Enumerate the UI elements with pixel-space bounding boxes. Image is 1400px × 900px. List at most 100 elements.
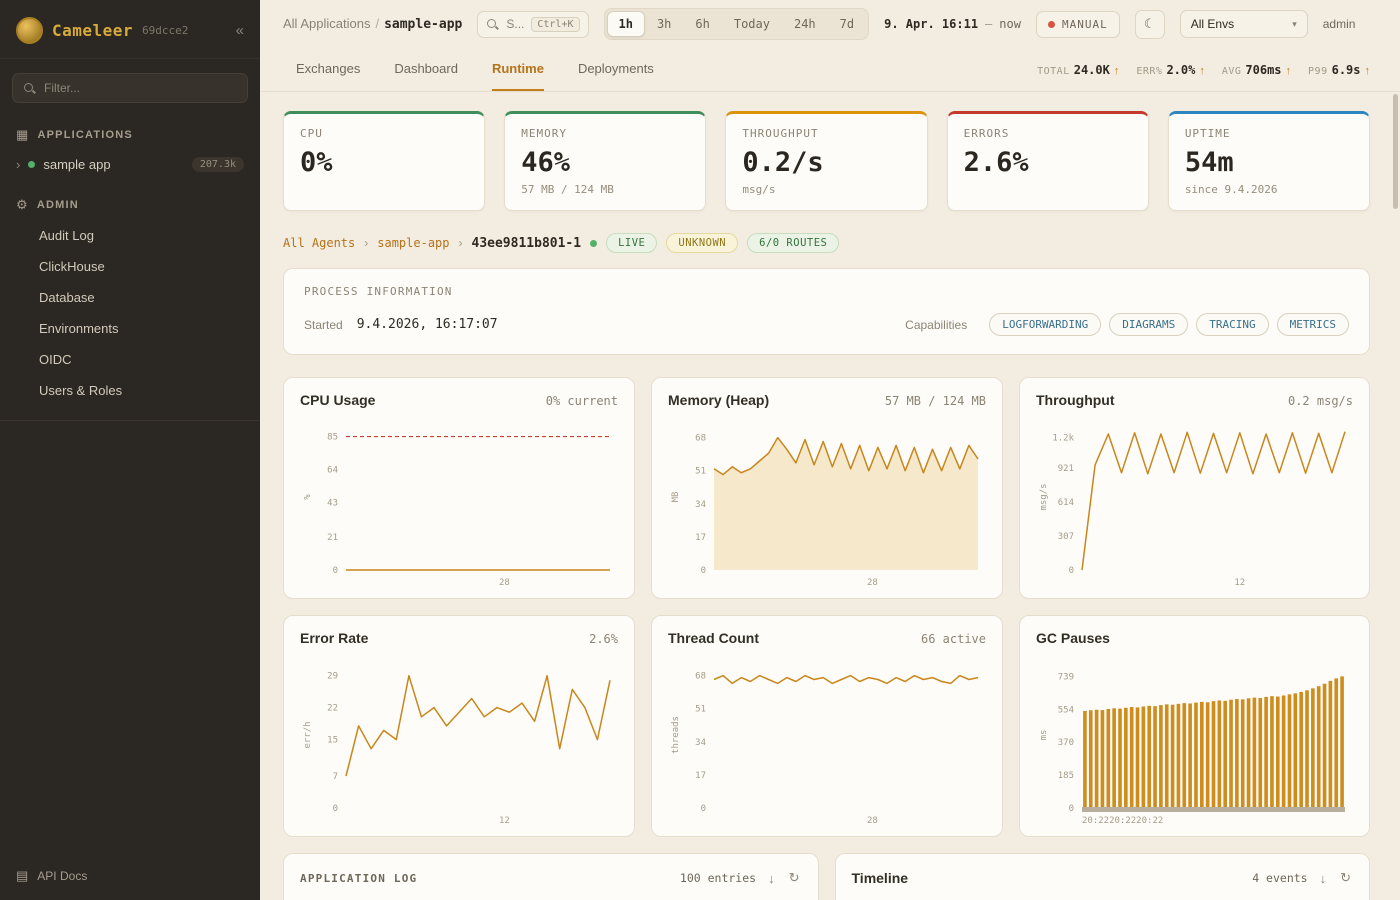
- svg-text:51: 51: [695, 467, 706, 477]
- svg-text:1.2k: 1.2k: [1052, 433, 1074, 443]
- time-range-1h[interactable]: 1h: [606, 11, 645, 37]
- sidebar-item-sample-app[interactable]: › sample app 207.3k: [0, 150, 260, 179]
- throughput-value: 0.2 msg/s: [1287, 394, 1353, 408]
- capabilities-label: Capabilities: [905, 317, 968, 332]
- stat-avg-label: AVG: [1221, 65, 1242, 77]
- unknown-badge: UNKNOWN: [666, 233, 739, 253]
- error-rate-title: Error Rate: [300, 630, 369, 646]
- svg-text:17: 17: [695, 533, 706, 543]
- stat-avg-value: 706ms: [1245, 62, 1282, 77]
- theme-toggle-button[interactable]: ☾: [1134, 9, 1165, 39]
- sidebar-item-database[interactable]: Database: [39, 290, 95, 305]
- memory-heap-title: Memory (Heap): [668, 392, 770, 408]
- log-download-button[interactable]: ↓: [766, 871, 777, 886]
- svg-text:614: 614: [1058, 498, 1074, 508]
- chevron-right-icon[interactable]: ›: [16, 157, 21, 172]
- stat-card-memory-label: MEMORY: [521, 127, 567, 140]
- stat-card-memory: MEMORY 46% 57 MB / 124 MB: [504, 111, 707, 211]
- svg-text:0: 0: [333, 566, 338, 576]
- scrollbar-thumb[interactable]: [1393, 94, 1398, 209]
- svg-text:21: 21: [327, 533, 338, 543]
- svg-text:68: 68: [695, 672, 706, 682]
- stat-errpct: ERR% 2.0% ↑: [1136, 63, 1205, 77]
- log-refresh-button[interactable]: ↻: [787, 870, 802, 886]
- stat-card-errors-sub: [964, 183, 1132, 196]
- sidebar-collapse-icon[interactable]: «: [235, 22, 244, 39]
- global-search[interactable]: S... Ctrl+K: [477, 10, 589, 38]
- env-select[interactable]: All Envs ▾: [1179, 10, 1308, 38]
- svg-text:15: 15: [327, 736, 338, 746]
- timeline-card: Timeline 4 events ↓ ↻: [834, 853, 1370, 900]
- date-range-display[interactable]: 9. Apr. 16:11 — now: [884, 17, 1021, 31]
- memory-heap-chart: 0 17 34 51 68 MB 28: [668, 414, 986, 590]
- sample-app-label: sample app: [43, 157, 111, 172]
- svg-text:MB: MB: [671, 492, 681, 503]
- stat-errpct-label: ERR%: [1136, 65, 1163, 77]
- stat-errpct-value: 2.0%: [1166, 62, 1196, 77]
- svg-text:185: 185: [1058, 771, 1074, 781]
- stat-p99: P99 6.9s ↑: [1308, 63, 1370, 77]
- application-log-card: APPLICATION LOG 100 entries ↓ ↻: [283, 853, 819, 900]
- agent-breadcrumb-all-agents[interactable]: All Agents: [283, 236, 356, 250]
- stat-avg: AVG 706ms ↑: [1222, 63, 1291, 77]
- main-area: All Applications / sample-app S... Ctrl+K …: [260, 0, 1400, 900]
- time-range-24h[interactable]: 24h: [793, 17, 816, 31]
- agent-id: 43ee9811b801-1: [471, 235, 582, 251]
- time-range-7d[interactable]: 7d: [839, 17, 855, 31]
- time-range-group: 1h 3h 6h Today 24h 7d: [603, 8, 870, 40]
- svg-text:554: 554: [1058, 705, 1074, 715]
- refresh-mode-button[interactable]: MANUAL: [1035, 10, 1120, 38]
- sample-app-count-badge: 207.3k: [191, 157, 244, 172]
- arrow-up-icon: ↑: [1364, 64, 1371, 77]
- chevron-right-icon: ›: [458, 236, 463, 250]
- tab-runtime[interactable]: Runtime: [491, 48, 544, 91]
- api-docs-label: API Docs: [37, 869, 88, 883]
- capability-badge-tracing: TRACING: [1196, 313, 1269, 336]
- stat-card-memory-value: 46%: [521, 147, 570, 178]
- agent-breadcrumb: All Agents › sample-app › 43ee9811b801-1…: [283, 233, 1370, 253]
- svg-text:0: 0: [1069, 804, 1074, 814]
- stat-p99-label: P99: [1308, 65, 1328, 77]
- arrow-up-icon: ↑: [1199, 64, 1205, 77]
- svg-text:29: 29: [327, 672, 338, 682]
- tab-dashboard[interactable]: Dashboard: [394, 61, 458, 76]
- user-menu[interactable]: admin: [1322, 17, 1356, 31]
- applications-header-label: APPLICATIONS: [37, 129, 133, 141]
- applications-icon: ▦: [16, 127, 30, 142]
- chart-card-thread-count: Thread Count 66 active 0 17 34 51 68 threads 2…: [651, 615, 1003, 837]
- download-icon: ↓: [1319, 870, 1327, 886]
- cpu-usage-title: CPU Usage: [300, 392, 376, 408]
- sidebar-item-oidc[interactable]: OIDC: [39, 352, 72, 367]
- search-icon: [486, 18, 499, 31]
- sidebar: Cameleer 69dcce2 « ▦ APPLICATIONS › samp…: [0, 0, 260, 900]
- stat-card-uptime: UPTIME 54m since 9.4.2026: [1167, 111, 1371, 211]
- timeline-refresh-button[interactable]: ↻: [1338, 870, 1353, 886]
- sidebar-filter[interactable]: [12, 73, 248, 103]
- tab-exchanges[interactable]: Exchanges: [296, 61, 361, 76]
- stat-total-label: TOTAL: [1037, 65, 1070, 77]
- sidebar-item-audit-log[interactable]: Audit Log: [39, 228, 94, 243]
- svg-text:51: 51: [695, 705, 706, 715]
- sidebar-item-api-docs[interactable]: ▤ API Docs: [0, 852, 260, 900]
- filter-input[interactable]: [44, 81, 237, 95]
- agent-breadcrumb-app[interactable]: sample-app: [377, 236, 450, 250]
- capability-badge-diagrams: DIAGRAMS: [1109, 313, 1189, 336]
- tab-deployments[interactable]: Deployments: [577, 61, 654, 76]
- time-range-today[interactable]: Today: [733, 17, 770, 31]
- live-badge: LIVE: [606, 233, 658, 253]
- sidebar-item-environments[interactable]: Environments: [39, 321, 119, 336]
- arrow-up-icon: ↑: [1113, 64, 1120, 77]
- svg-text:85: 85: [327, 433, 338, 443]
- timeline-download-button[interactable]: ↓: [1318, 871, 1329, 886]
- sidebar-item-users-roles[interactable]: Users & Roles: [39, 383, 123, 398]
- chart-card-cpu-usage: CPU Usage 0% current 0 21 43 64 85% 28: [283, 377, 635, 599]
- sidebar-item-clickhouse[interactable]: ClickHouse: [39, 259, 105, 274]
- admin-header-label: ADMIN: [36, 199, 79, 211]
- bottom-row: APPLICATION LOG 100 entries ↓ ↻ Timeline…: [283, 853, 1370, 900]
- topbar: All Applications / sample-app S... Ctrl+K …: [260, 0, 1400, 48]
- capability-badge-logforwarding: LOGFORWARDING: [989, 313, 1102, 336]
- time-range-6h[interactable]: 6h: [695, 17, 710, 31]
- app-version: 69dcce2: [142, 24, 189, 37]
- time-range-3h[interactable]: 3h: [656, 17, 672, 31]
- breadcrumb-all-applications[interactable]: All Applications: [283, 16, 371, 31]
